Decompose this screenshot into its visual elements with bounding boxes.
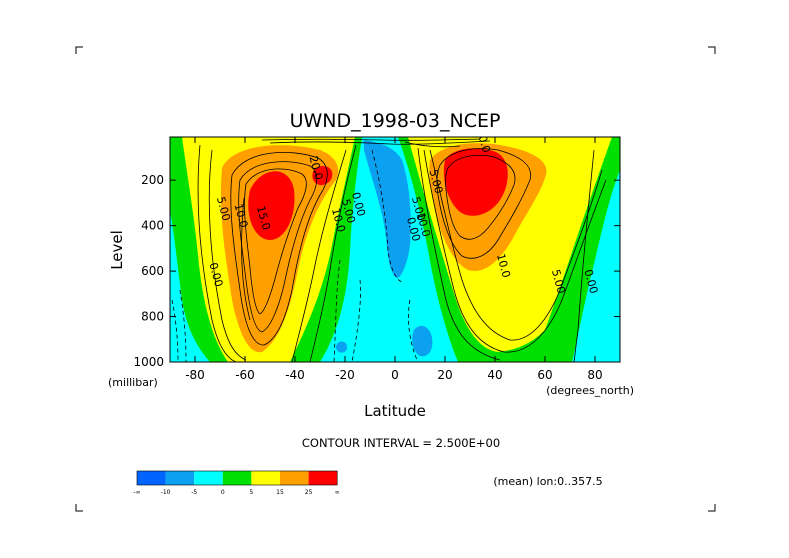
- negative-contour-line: [408, 299, 419, 362]
- longitude-subset-note: (mean) lon:0..357.5: [493, 475, 602, 488]
- contour-interval-note: CONTOUR INTERVAL = 2.500E+00: [302, 436, 500, 450]
- x-tick-label: -20: [335, 368, 355, 382]
- contour-line: [241, 197, 251, 321]
- x-tick-label: -80: [185, 368, 205, 382]
- x-tick-label: 60: [537, 368, 552, 382]
- negative-contour-line: [371, 149, 403, 283]
- colorbar-label: 0: [221, 489, 225, 496]
- y-axis-units: (millibar): [108, 376, 158, 389]
- contour-value-label: 5.00: [409, 195, 428, 222]
- y-tick-label: 1000: [133, 355, 164, 369]
- colorbar-label: 15: [276, 489, 284, 496]
- fill-band-25-plus-south: [248, 171, 295, 240]
- contour-value-label: 0.00: [349, 191, 368, 218]
- y-axis-title: Level: [108, 230, 126, 270]
- negative-contour-line: [351, 279, 361, 362]
- crop-mark-top-left: [75, 46, 83, 54]
- contour-value-label: 0.00: [206, 261, 225, 288]
- contour-line: [230, 151, 328, 346]
- colorbar-frame: [136, 470, 338, 486]
- crop-mark-top-right: [708, 46, 716, 54]
- colorbar-label: -5: [191, 489, 197, 496]
- contour-value-label: 0.00: [404, 216, 423, 243]
- fill-band-25-plus-north: [443, 148, 508, 216]
- colorbar-swatch: [165, 471, 195, 485]
- colorbar-swatch: [222, 471, 252, 485]
- negative-contour-line: [171, 299, 179, 362]
- contour-lines: [197, 138, 607, 362]
- colorbar: -∞ -10 -5 0 5 15 25 ∞: [133, 470, 340, 496]
- y-tick-label: 400: [141, 219, 164, 233]
- contour-value-label: 5.00: [214, 195, 233, 222]
- contour-line: [197, 144, 237, 362]
- y-axis: 200 400 600 800 1000: [133, 173, 620, 369]
- x-tick-label: 20: [437, 368, 452, 382]
- crop-mark-bottom-right: [708, 504, 716, 512]
- x-axis-units: (degrees_north): [546, 384, 634, 397]
- contour-line: [436, 148, 532, 259]
- fill-band-neg-tropical: [364, 140, 411, 278]
- contour-line: [417, 147, 501, 361]
- contour-line: [269, 140, 491, 145]
- chart-title: UWND_1998-03_NCEP: [290, 110, 501, 132]
- contour-value-label: 10.0: [494, 252, 513, 279]
- y-tick-label: 200: [141, 173, 164, 187]
- x-axis-title: Latitude: [364, 402, 426, 420]
- colorbar-swatch: [308, 471, 338, 485]
- contour-value-label: 5.00: [549, 268, 568, 295]
- x-tick-label: -40: [285, 368, 305, 382]
- negative-contour-line: [333, 259, 341, 362]
- contour-value-label: 5.00: [426, 168, 445, 195]
- fill-band-neg-south: [335, 341, 348, 353]
- negative-contour-line: [179, 289, 187, 362]
- x-axis: -80 -60 -40 -20 0 20 40 60 80: [185, 137, 603, 382]
- crop-marks: [75, 46, 716, 512]
- contour-line: [291, 149, 347, 362]
- colorbar-label: ∞: [335, 489, 340, 496]
- contour-line: [445, 154, 516, 240]
- colorbar-swatch: [280, 471, 309, 485]
- contour-line: [423, 149, 607, 353]
- contour-line: [573, 149, 595, 362]
- negative-contour-lines: [171, 149, 419, 362]
- x-tick-label: -60: [235, 368, 255, 382]
- x-tick-label: 0: [391, 368, 399, 382]
- contour-value-label: 0.00: [581, 268, 600, 295]
- contour-line: [244, 168, 307, 315]
- contour-value-label: 20.0: [306, 154, 325, 181]
- y-tick-label: 800: [141, 310, 164, 324]
- colorbar-label: -10: [161, 489, 171, 496]
- colorbar-swatch: [137, 471, 166, 485]
- contour-line: [309, 144, 357, 362]
- colorbar-swatch: [194, 471, 223, 485]
- contour-value-label: 10.0: [329, 207, 348, 234]
- contour-line: [261, 138, 481, 141]
- contour-value-label: 10.0: [414, 211, 433, 238]
- contour-line: [238, 161, 318, 333]
- contour-value-label: 5.00: [339, 198, 358, 225]
- colorbar-label: 25: [305, 489, 313, 496]
- contour-value-label: 15.0: [254, 204, 273, 231]
- colorbar-swatch: [251, 471, 280, 485]
- contour-line: [404, 141, 461, 148]
- x-tick-label: 80: [587, 368, 602, 382]
- x-tick-label: 40: [487, 368, 502, 382]
- contour-line: [208, 149, 247, 361]
- contour-line: [429, 149, 603, 341]
- crop-mark-bottom-left: [75, 504, 83, 512]
- colorbar-label: -∞: [133, 489, 140, 496]
- y-tick-label: 600: [141, 264, 164, 278]
- fill-band-neg-lower: [412, 325, 433, 357]
- colorbar-label: 5: [249, 489, 253, 496]
- contour-value-label: 10.0: [231, 202, 250, 229]
